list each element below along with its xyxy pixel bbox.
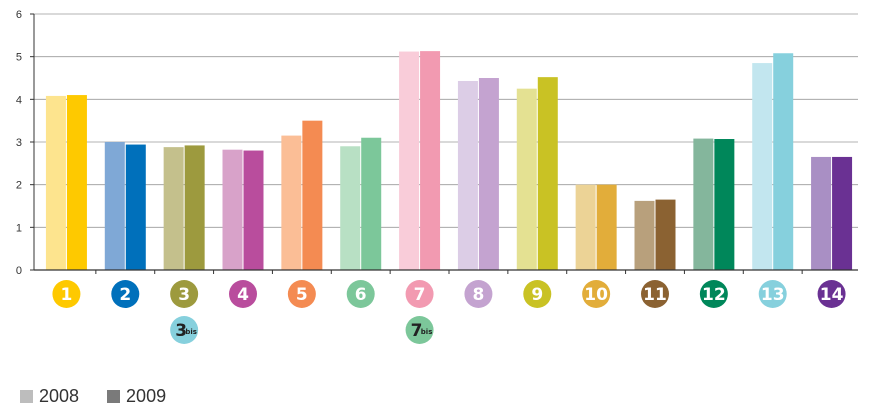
marker-circle (287, 280, 316, 308)
marker-circle (346, 280, 375, 308)
sub-marker-sup: bis (421, 328, 433, 336)
bars (45, 51, 853, 271)
marker-label: 3 (178, 285, 190, 305)
bar-2008-2 (104, 142, 125, 270)
category-marker-4: 4 (229, 280, 257, 308)
marker-label: 14 (820, 285, 844, 305)
bar-2008-7 (399, 51, 420, 271)
sub-marker-circle (170, 316, 199, 344)
x-axis (34, 269, 858, 274)
marker-circle (523, 280, 552, 308)
legend: 2008 2009 (20, 386, 166, 407)
legend-swatch-2008 (20, 390, 33, 403)
marker-circle (582, 280, 611, 308)
marker-label: 2 (119, 285, 131, 305)
y-tick-label: 4 (16, 94, 22, 106)
marker-label: 12 (702, 285, 726, 305)
bar-2009-9 (537, 77, 558, 270)
bar-2009-2 (125, 144, 146, 270)
y-tick-label: 1 (16, 222, 22, 234)
bar-2009-5 (302, 120, 323, 271)
marker-circle (758, 280, 787, 308)
y-axis: 0 1 2 3 4 5 6 (16, 9, 35, 277)
bar-2009-14 (832, 156, 853, 270)
bar-2009-8 (478, 78, 499, 270)
y-tick-label: 5 (16, 52, 22, 64)
marker-circle (464, 280, 493, 308)
legend-swatch-2009 (107, 390, 121, 403)
bar-2008-14 (811, 156, 832, 270)
bar-2008-1 (45, 95, 66, 270)
legend-item-2009: 2009 (107, 386, 166, 407)
bar-2009-3 (184, 145, 205, 270)
bar-2008-3 (163, 147, 184, 270)
legend-item-2008: 2008 (20, 386, 79, 407)
category-marker-13: 13 (758, 280, 787, 308)
bar-2008-8 (457, 80, 478, 270)
bar-2009-11 (655, 199, 676, 270)
bar-2008-13 (752, 63, 773, 270)
sub-marker-circle (405, 316, 434, 344)
bar-2009-10 (596, 184, 617, 270)
marker-circle (170, 280, 199, 308)
category-marker-6: 6 (346, 280, 375, 308)
marker-label: 9 (531, 285, 543, 305)
marker-label: 6 (355, 285, 367, 305)
marker-circle (699, 280, 728, 308)
marker-label: 4 (237, 285, 249, 305)
legend-label-2009: 2009 (126, 386, 167, 406)
bar-2009-13 (773, 53, 794, 271)
bar-2008-11 (634, 200, 655, 270)
sub-marker-label: 3 (175, 321, 187, 341)
category-marker-5: 5 (287, 280, 316, 308)
marker-circle (641, 280, 669, 308)
category-marker-11: 11 (641, 280, 669, 308)
category-marker-14: 14 (817, 280, 846, 308)
bar-2009-7 (420, 51, 441, 271)
bar-2009-1 (66, 95, 87, 270)
bar-2008-5 (281, 135, 302, 270)
marker-label: 5 (296, 285, 308, 305)
marker-label: 11 (643, 285, 667, 305)
bar-2008-12 (693, 138, 714, 270)
category-marker-7: 7 (405, 280, 434, 308)
category-marker-10: 10 (582, 280, 611, 308)
bar-2008-9 (516, 88, 537, 271)
category-marker-2: 2 (111, 280, 140, 308)
bar-2008-10 (575, 184, 596, 270)
bar-2008-4 (222, 149, 243, 270)
category-marker-9: 9 (523, 280, 552, 308)
category-marker-3: 3 (170, 280, 199, 308)
marker-label: 10 (584, 285, 608, 305)
marker-circle (817, 280, 846, 308)
marker-circle (229, 280, 257, 308)
y-tick-label: 2 (16, 180, 22, 192)
y-tick-label: 6 (16, 9, 22, 21)
bar-2009-6 (361, 137, 382, 270)
y-tick-label: 3 (16, 137, 22, 149)
marker-label: 13 (761, 285, 785, 305)
marker-label: 8 (473, 285, 485, 305)
gridlines (34, 13, 858, 228)
marker-circle (52, 280, 81, 308)
marker-circle (111, 280, 140, 308)
category-marker-12: 12 (699, 280, 728, 308)
bar-2009-12 (714, 139, 735, 270)
marker-label: 7 (414, 285, 426, 305)
marker-label: 1 (61, 285, 73, 305)
bar-2009-4 (243, 150, 264, 270)
category-marker-1: 1 (52, 280, 81, 308)
marker-circle (405, 280, 434, 308)
category-marker-8: 8 (464, 280, 493, 308)
sub-marker-label: 7 (411, 321, 423, 341)
sub-marker-sup: bis (185, 328, 197, 336)
legend-label-2008: 2008 (39, 386, 80, 406)
y-tick-label: 0 (16, 265, 22, 277)
bar-2008-6 (340, 146, 361, 270)
